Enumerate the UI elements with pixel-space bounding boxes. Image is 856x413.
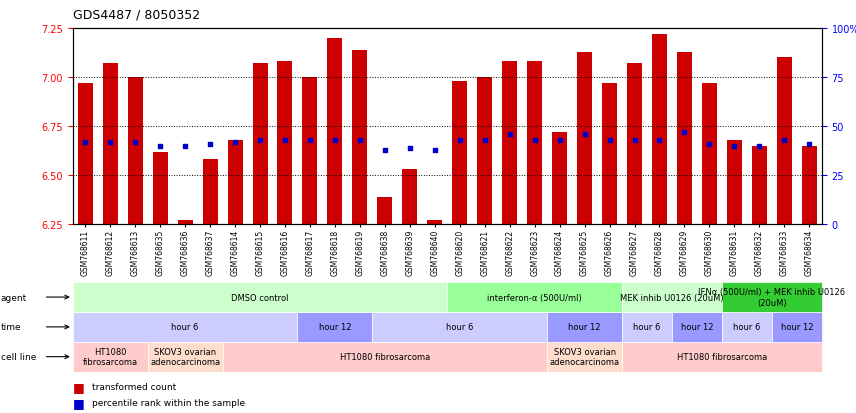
- Bar: [677, 52, 692, 225]
- Point: [578, 131, 591, 138]
- Point: [528, 137, 542, 144]
- Bar: [277, 62, 293, 225]
- Point: [178, 143, 192, 150]
- Text: percentile rank within the sample: percentile rank within the sample: [92, 398, 245, 407]
- Text: DMSO control: DMSO control: [231, 293, 288, 302]
- Text: hour 6: hour 6: [633, 323, 661, 332]
- Point: [128, 139, 142, 146]
- Text: SKOV3 ovarian
adenocarcinoma: SKOV3 ovarian adenocarcinoma: [150, 347, 220, 366]
- Text: hour 12: hour 12: [568, 323, 601, 332]
- Bar: [402, 170, 417, 225]
- Point: [502, 131, 516, 138]
- Text: agent: agent: [1, 293, 27, 302]
- Bar: [752, 146, 767, 225]
- Text: GDS4487 / 8050352: GDS4487 / 8050352: [73, 8, 200, 21]
- Point: [378, 147, 392, 154]
- Point: [453, 137, 467, 144]
- Text: hour 6: hour 6: [171, 323, 199, 332]
- Bar: [702, 84, 716, 225]
- Bar: [477, 78, 492, 225]
- Bar: [552, 133, 567, 225]
- Text: HT1080 fibrosarcoma: HT1080 fibrosarcoma: [677, 352, 767, 361]
- Bar: [103, 64, 117, 225]
- Point: [203, 141, 217, 148]
- Text: HT1080 fibrosarcoma: HT1080 fibrosarcoma: [340, 352, 430, 361]
- Bar: [78, 84, 92, 225]
- Point: [802, 141, 816, 148]
- Text: SKOV3 ovarian
adenocarcinoma: SKOV3 ovarian adenocarcinoma: [550, 347, 620, 366]
- Point: [777, 137, 791, 144]
- Point: [728, 143, 741, 150]
- Point: [79, 139, 92, 146]
- Text: IFNα (500U/ml) + MEK inhib U0126
(20uM): IFNα (500U/ml) + MEK inhib U0126 (20uM): [698, 288, 846, 307]
- Text: hour 12: hour 12: [781, 323, 813, 332]
- Bar: [602, 84, 617, 225]
- Point: [703, 141, 716, 148]
- Point: [428, 147, 442, 154]
- Text: hour 6: hour 6: [446, 323, 473, 332]
- Bar: [802, 146, 817, 225]
- Bar: [327, 39, 342, 225]
- Text: HT1080
fibrosarcoma: HT1080 fibrosarcoma: [83, 347, 138, 366]
- Point: [603, 137, 616, 144]
- Text: ■: ■: [73, 396, 85, 409]
- Point: [104, 139, 117, 146]
- Bar: [502, 62, 517, 225]
- Bar: [253, 64, 267, 225]
- Text: interferon-α (500U/ml): interferon-α (500U/ml): [487, 293, 582, 302]
- Bar: [203, 160, 217, 225]
- Bar: [527, 62, 542, 225]
- Point: [303, 137, 317, 144]
- Point: [627, 137, 641, 144]
- Bar: [776, 58, 792, 225]
- Point: [403, 145, 417, 152]
- Bar: [727, 140, 742, 225]
- Bar: [377, 197, 392, 225]
- Point: [752, 143, 766, 150]
- Text: MEK inhib U0126 (20uM): MEK inhib U0126 (20uM): [620, 293, 724, 302]
- Bar: [302, 78, 318, 225]
- Bar: [452, 82, 467, 225]
- Text: cell line: cell line: [1, 352, 36, 361]
- Point: [153, 143, 167, 150]
- Text: time: time: [1, 323, 21, 332]
- Point: [652, 137, 666, 144]
- Text: transformed count: transformed count: [92, 382, 175, 391]
- Point: [478, 137, 491, 144]
- Bar: [652, 35, 667, 225]
- Point: [553, 137, 567, 144]
- Point: [353, 137, 366, 144]
- Bar: [128, 78, 143, 225]
- Bar: [178, 221, 193, 225]
- Point: [253, 137, 267, 144]
- Text: hour 12: hour 12: [318, 323, 351, 332]
- Text: hour 12: hour 12: [681, 323, 713, 332]
- Text: ■: ■: [73, 380, 85, 393]
- Point: [229, 139, 242, 146]
- Point: [278, 137, 292, 144]
- Bar: [627, 64, 642, 225]
- Point: [328, 137, 342, 144]
- Bar: [577, 52, 592, 225]
- Bar: [228, 140, 242, 225]
- Text: hour 6: hour 6: [734, 323, 760, 332]
- Bar: [152, 152, 168, 225]
- Bar: [353, 50, 367, 225]
- Point: [678, 129, 692, 136]
- Bar: [427, 221, 443, 225]
